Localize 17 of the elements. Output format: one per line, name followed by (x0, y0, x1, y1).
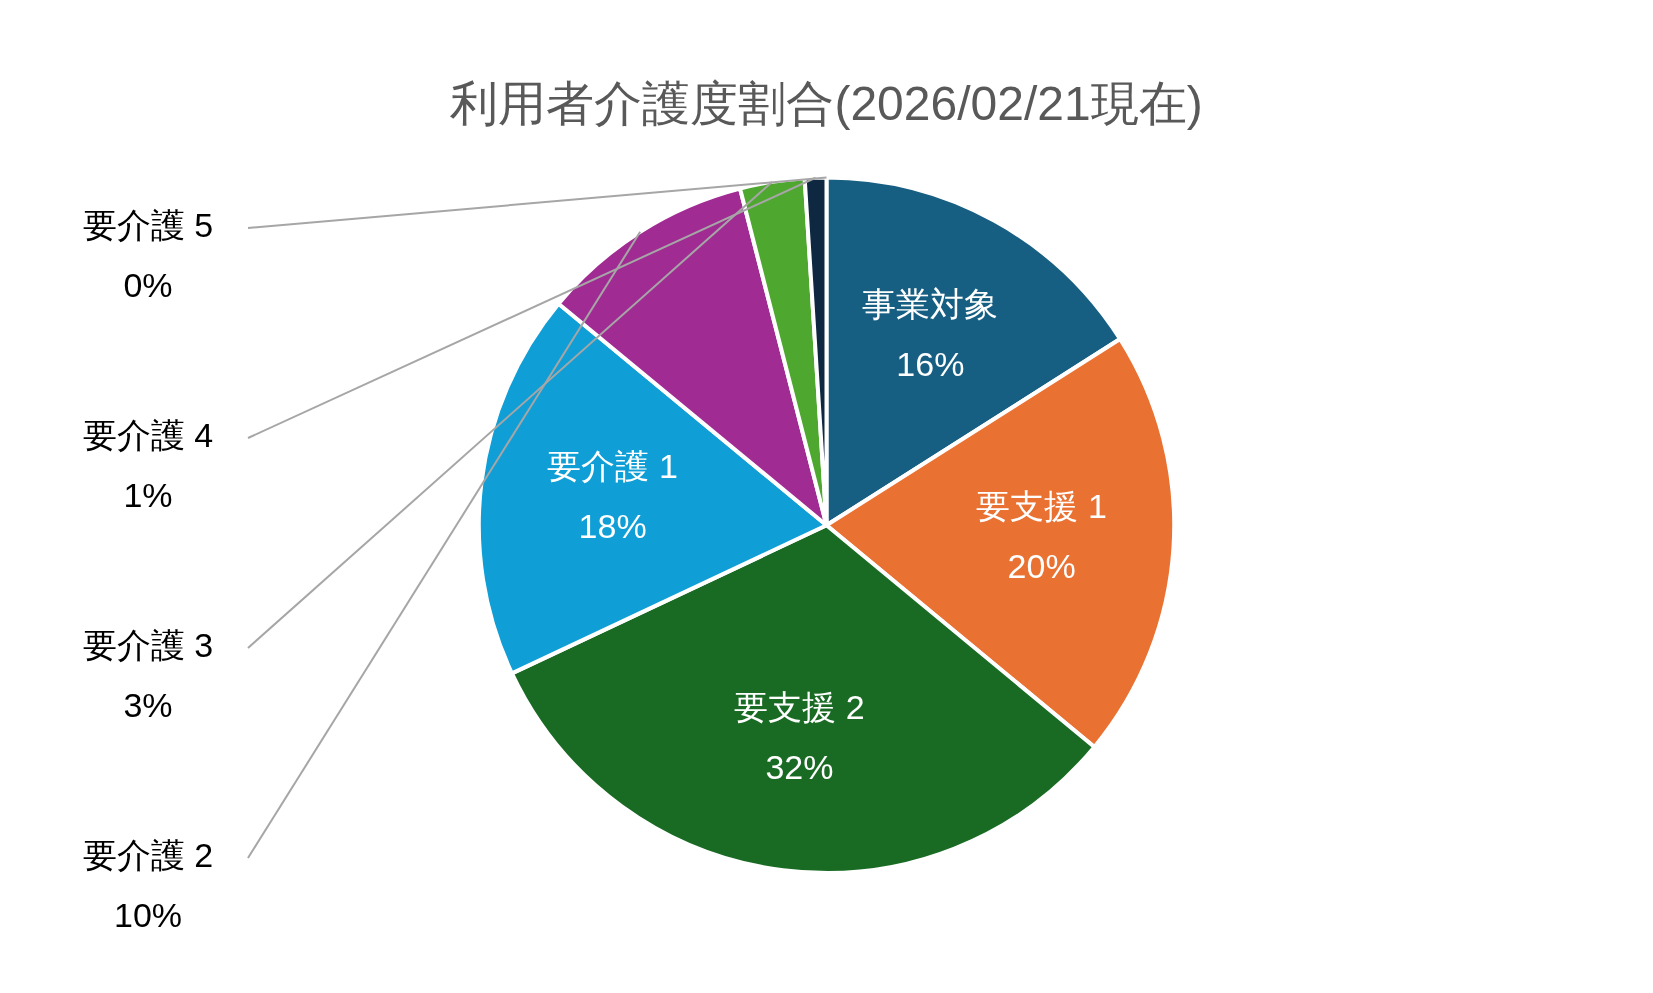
slice-label: 要支援 2 (734, 687, 865, 726)
text: 0% (123, 266, 173, 305)
category-label: 要介護 5 (82, 206, 214, 245)
slice-label: 要介護 1 (547, 446, 678, 485)
data-label: 3% (123, 686, 173, 725)
data-label: 20% (1007, 547, 1076, 586)
data-label: 32% (765, 747, 834, 786)
data-label: 1% (123, 476, 173, 515)
slice-label: 要介護 2 (82, 836, 214, 875)
data-label: 18% (578, 506, 647, 545)
slice-label: 要介護 4 (82, 416, 214, 455)
slice-label: 事業対象 (862, 284, 999, 323)
chart-title: 利用者介護度割合(2026/02/21現在) (450, 77, 1203, 131)
slice-label: 要介護 3 (82, 626, 214, 665)
data-label: 10% (113, 896, 183, 935)
data-label: 16% (896, 344, 965, 383)
slice-label: 要支援 1 (976, 487, 1107, 526)
